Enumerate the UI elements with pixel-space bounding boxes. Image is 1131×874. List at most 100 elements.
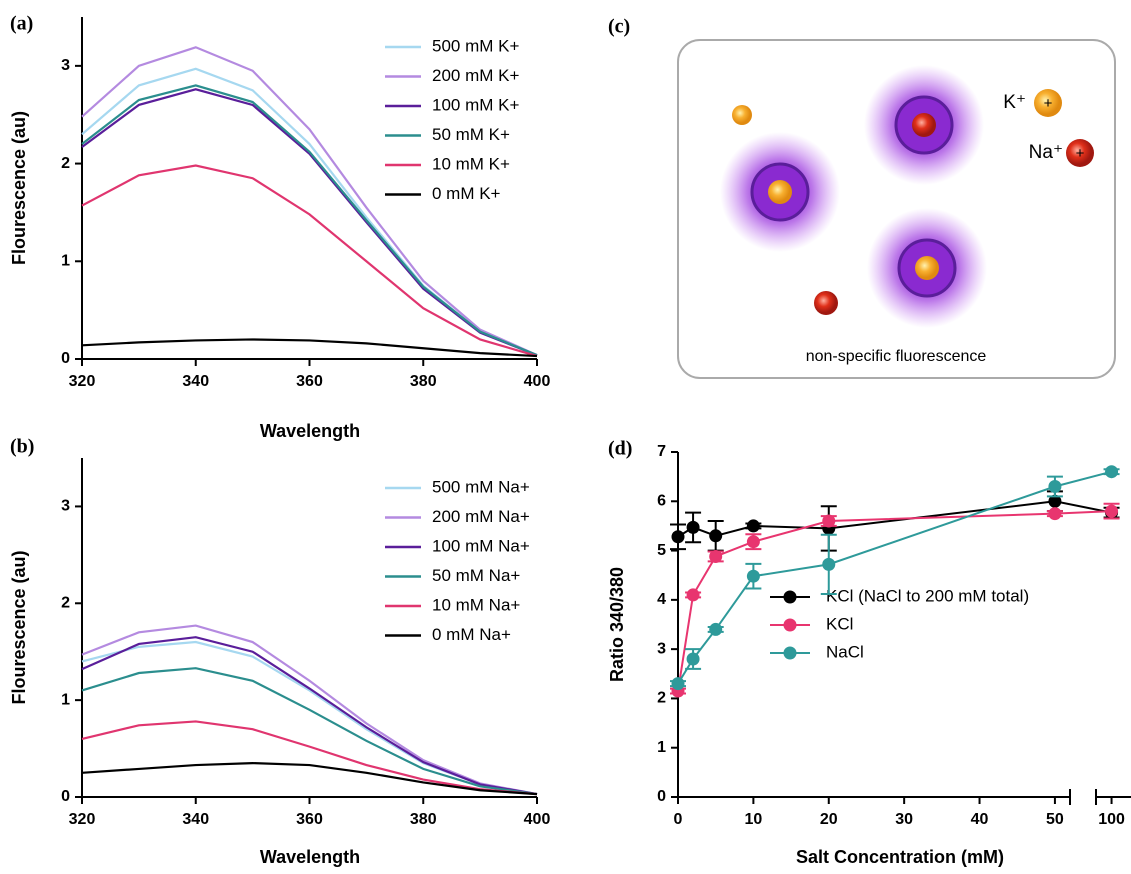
- legend-label: 50 mM K+: [432, 125, 510, 144]
- y-tick-label: 4: [657, 591, 666, 608]
- point: [1048, 507, 1062, 521]
- na-label: Na⁺: [1029, 142, 1063, 163]
- y-tick-label: 7: [657, 443, 666, 460]
- y-tick-label: 1: [61, 691, 70, 708]
- x-tick-label: 340: [182, 373, 209, 390]
- legend-label: 100 mM Na+: [432, 536, 530, 555]
- x-tick-label: 50: [1046, 811, 1064, 828]
- x-tick-label: 30: [895, 811, 913, 828]
- x-tick-label: 400: [524, 811, 551, 828]
- x-axis-title: Wavelength: [260, 421, 360, 441]
- point: [746, 519, 760, 533]
- x-tick-label: 380: [410, 811, 437, 828]
- legend-label: 200 mM K+: [432, 66, 519, 85]
- y-tick-label: 0: [61, 788, 70, 805]
- point: [1048, 480, 1062, 493]
- plus: +: [1044, 95, 1053, 112]
- x-tick-label: 100: [1098, 811, 1125, 828]
- legend-marker: [783, 618, 797, 632]
- series-line: [81, 84, 538, 357]
- x-tick-label: 40: [971, 811, 989, 828]
- x-axis-title: Wavelength: [260, 847, 360, 867]
- panel-label: (d): [608, 438, 632, 460]
- point: [822, 557, 836, 571]
- x-tick-label: 10: [744, 811, 762, 828]
- point: [709, 622, 723, 636]
- y-tick-label: 1: [657, 739, 666, 756]
- point: [709, 549, 723, 563]
- series-line: [677, 470, 1112, 685]
- y-axis-title: Flourescence (au): [9, 550, 29, 704]
- y-tick-label: 3: [657, 640, 666, 657]
- legend-label: KCl: [826, 614, 853, 633]
- y-tick-label: 1: [61, 253, 70, 270]
- x-tick-label: 400: [524, 373, 551, 390]
- k-ion: [1034, 89, 1062, 117]
- series-line: [81, 624, 538, 796]
- y-tick-label: 3: [61, 498, 70, 515]
- point: [671, 530, 685, 544]
- legend-label: 500 mM Na+: [432, 477, 530, 496]
- y-axis-title: Flourescence (au): [9, 111, 29, 265]
- diagram: K⁺ + Na⁺ + non-specific fluorescence (c): [608, 16, 1116, 379]
- k-ion: [732, 105, 752, 125]
- k-ion: [768, 180, 792, 204]
- y-tick-label: 0: [657, 788, 666, 805]
- y-tick-label: 2: [61, 155, 70, 172]
- panel-label: (a): [10, 13, 33, 35]
- point: [822, 514, 836, 528]
- point: [1048, 494, 1062, 508]
- point: [709, 529, 723, 543]
- legend-label: KCl (NaCl to 200 mM total): [826, 586, 1029, 605]
- legend-label: 0 mM K+: [432, 184, 501, 203]
- x-tick-label: 320: [69, 373, 96, 390]
- x-tick-label: 340: [182, 811, 209, 828]
- legend-label: NaCl: [826, 642, 864, 661]
- point: [1105, 504, 1119, 518]
- k-ion: [915, 256, 939, 280]
- series-line: [81, 640, 538, 796]
- series-line: [81, 667, 538, 796]
- na-ion: [912, 113, 936, 137]
- x-tick-label: 380: [410, 373, 437, 390]
- series-line: [81, 636, 538, 796]
- y-tick-label: 2: [657, 690, 666, 707]
- series-line: [81, 164, 538, 358]
- k-label: K⁺: [1003, 92, 1026, 113]
- series-line: [81, 46, 538, 357]
- na-ion: [814, 291, 838, 315]
- point: [671, 677, 685, 691]
- x-tick-label: 20: [820, 811, 838, 828]
- plus: +: [1076, 145, 1085, 162]
- legend-marker: [783, 646, 797, 660]
- x-tick-label: 360: [296, 811, 323, 828]
- legend-label: 10 mM Na+: [432, 595, 520, 614]
- y-tick-label: 0: [61, 350, 70, 367]
- x-tick-label: 0: [674, 811, 683, 828]
- x-tick-label: 320: [69, 811, 96, 828]
- y-tick-label: 6: [657, 493, 666, 510]
- x-tick-label: 360: [296, 373, 323, 390]
- x-axis-title: Salt Concentration (mM): [796, 847, 1004, 867]
- caption: non-specific fluorescence: [806, 348, 987, 365]
- legend-label: 200 mM Na+: [432, 507, 530, 526]
- na-ion: [1066, 139, 1094, 167]
- series-line: [81, 761, 538, 796]
- y-tick-label: 5: [657, 542, 666, 559]
- legend-marker: [783, 590, 797, 604]
- panel-box: [677, 39, 1116, 379]
- legend-label: 100 mM K+: [432, 95, 519, 114]
- point: [686, 520, 700, 534]
- point: [746, 569, 760, 583]
- series-line: [81, 720, 538, 796]
- point: [686, 652, 700, 666]
- point: [746, 535, 760, 549]
- panel-label: (c): [608, 16, 630, 38]
- y-tick-label: 2: [61, 595, 70, 612]
- y-tick-label: 3: [61, 57, 70, 74]
- legend-label: 10 mM K+: [432, 154, 510, 173]
- series-line: [81, 338, 538, 358]
- legend-label: 50 mM Na+: [432, 566, 520, 585]
- legend-label: 0 mM Na+: [432, 625, 511, 644]
